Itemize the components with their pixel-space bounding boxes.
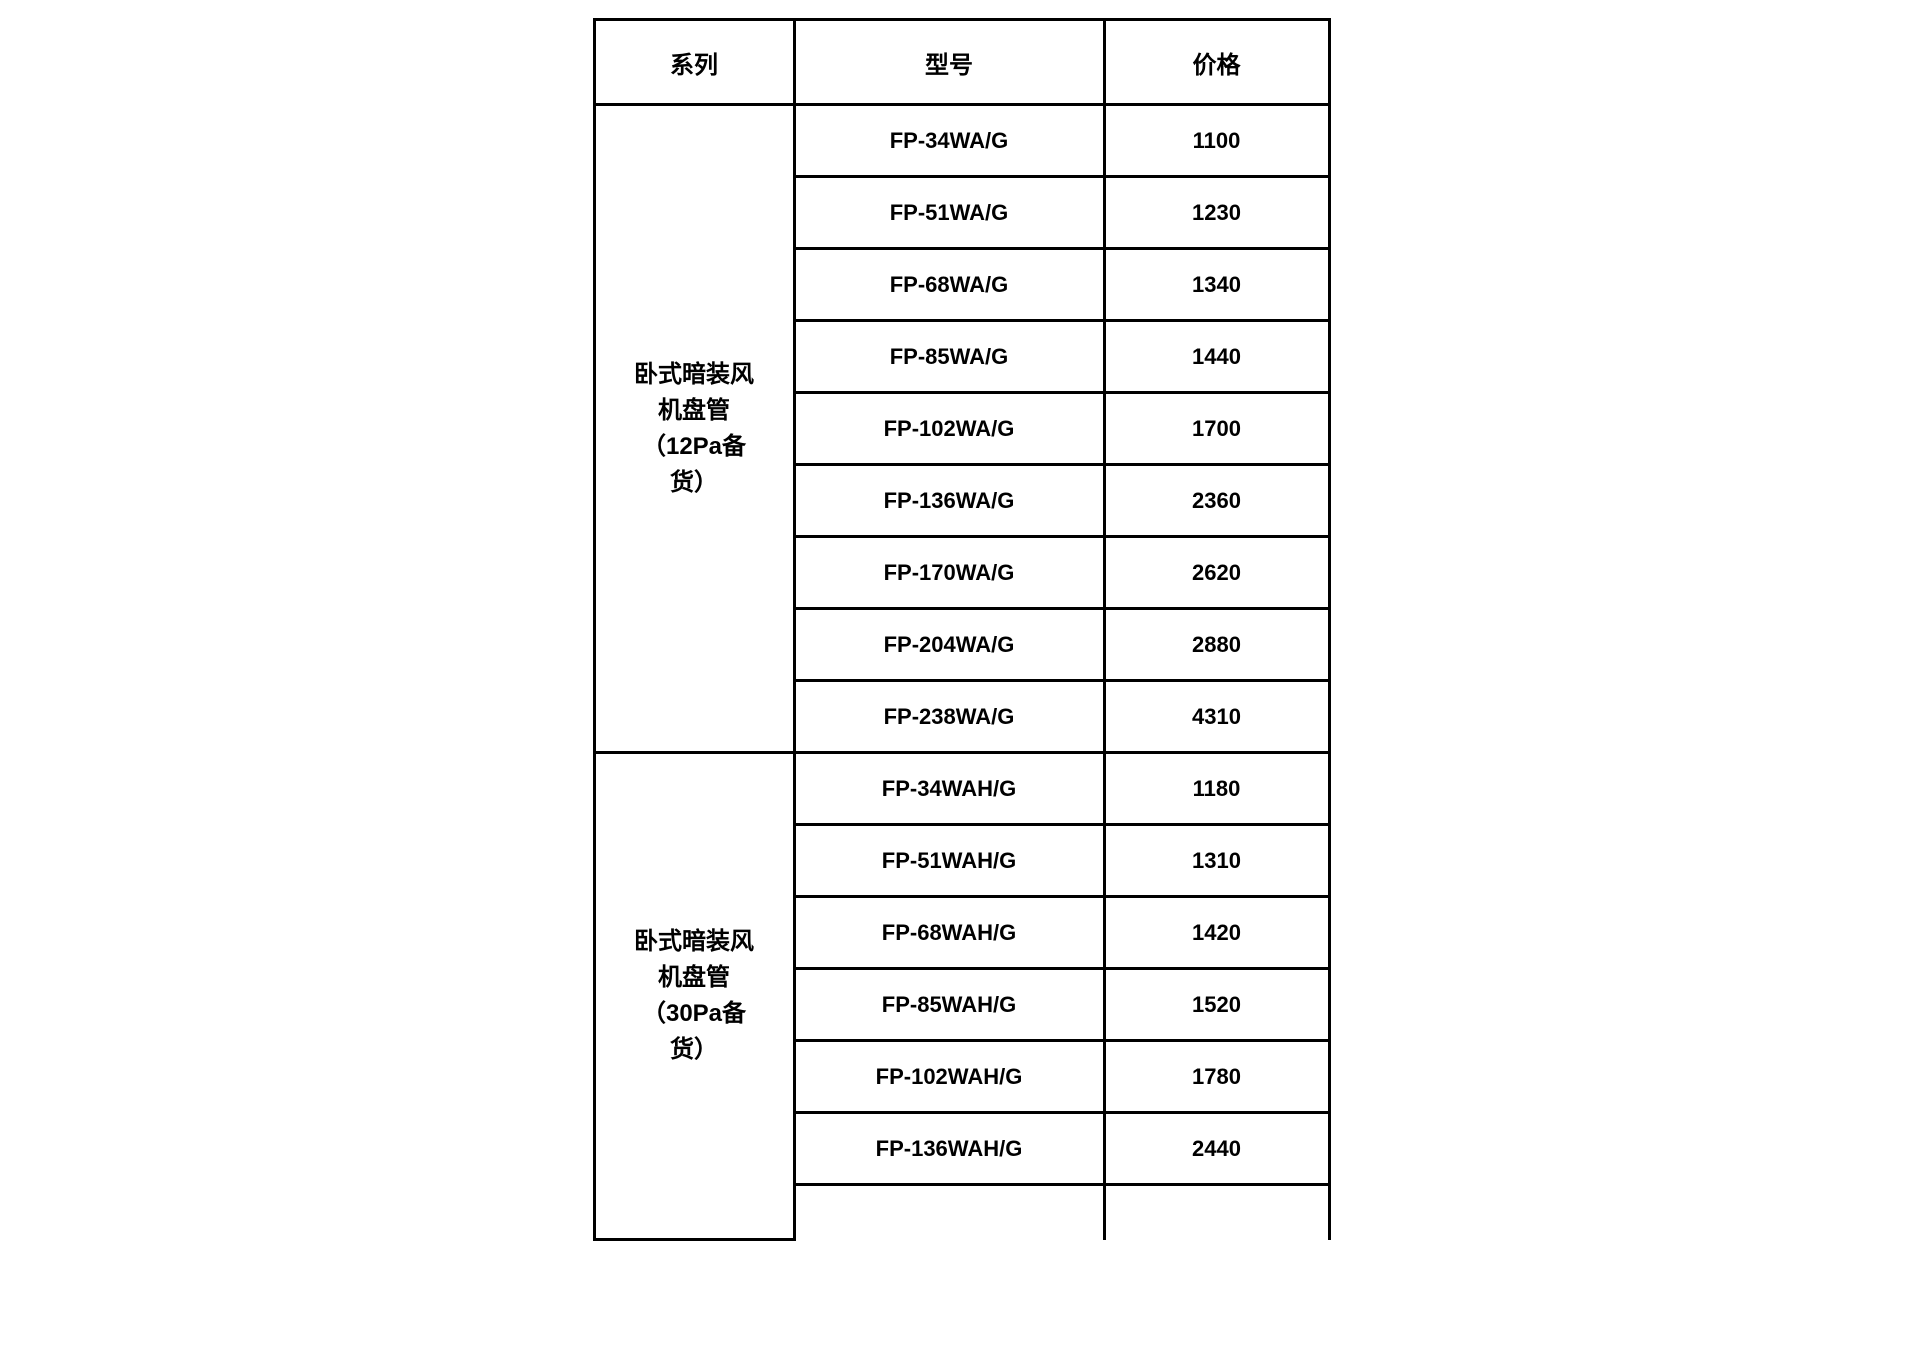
series-line: 货） — [670, 469, 718, 496]
table-row: 卧式暗装风机盘管（12Pa备货）FP-34WA/G1100 — [594, 105, 1329, 177]
model-cell: FP-238WA/G — [794, 681, 1104, 753]
series-line: 机盘管 — [658, 964, 730, 991]
series-line: （12Pa备 — [642, 433, 746, 460]
price-cell — [1104, 1185, 1329, 1240]
header-model: 型号 — [794, 20, 1104, 105]
header-series: 系列 — [594, 20, 794, 105]
model-cell: FP-136WA/G — [794, 465, 1104, 537]
price-cell: 1440 — [1104, 321, 1329, 393]
series-line: 货） — [670, 1036, 718, 1063]
price-cell: 1100 — [1104, 105, 1329, 177]
model-cell: FP-34WA/G — [794, 105, 1104, 177]
series-cell: 卧式暗装风机盘管 （12Pa备货） — [594, 105, 794, 753]
table-row: 卧式暗装风机盘管（30Pa备货）FP-34WAH/G1180 — [594, 753, 1329, 825]
price-cell: 1700 — [1104, 393, 1329, 465]
model-cell: FP-68WAH/G — [794, 897, 1104, 969]
model-cell: FP-34WAH/G — [794, 753, 1104, 825]
model-cell: FP-102WA/G — [794, 393, 1104, 465]
model-cell: FP-85WAH/G — [794, 969, 1104, 1041]
series-line: （30Pa备 — [642, 1000, 746, 1027]
price-cell: 1340 — [1104, 249, 1329, 321]
table-header-row: 系列 型号 价格 — [594, 20, 1329, 105]
price-cell: 2440 — [1104, 1113, 1329, 1185]
model-cell: FP-136WAH/G — [794, 1113, 1104, 1185]
model-cell: FP-51WA/G — [794, 177, 1104, 249]
model-cell: FP-170WA/G — [794, 537, 1104, 609]
model-cell: FP-85WA/G — [794, 321, 1104, 393]
price-cell: 4310 — [1104, 681, 1329, 753]
price-cell: 1310 — [1104, 825, 1329, 897]
price-cell: 2880 — [1104, 609, 1329, 681]
model-cell — [794, 1185, 1104, 1240]
price-cell: 1780 — [1104, 1041, 1329, 1113]
series-line: 机盘管 — [658, 397, 730, 424]
price-cell: 1230 — [1104, 177, 1329, 249]
model-cell: FP-68WA/G — [794, 249, 1104, 321]
model-cell: FP-102WAH/G — [794, 1041, 1104, 1113]
model-cell: FP-51WAH/G — [794, 825, 1104, 897]
series-line: 卧式暗装风 — [634, 928, 754, 955]
price-table-container: 系列 型号 价格 卧式暗装风机盘管（12Pa备货）FP-34WA/G1100FP… — [593, 18, 1328, 1241]
price-table: 系列 型号 价格 卧式暗装风机盘管（12Pa备货）FP-34WA/G1100FP… — [593, 18, 1331, 1241]
price-cell: 2620 — [1104, 537, 1329, 609]
header-price: 价格 — [1104, 20, 1329, 105]
price-cell: 1180 — [1104, 753, 1329, 825]
model-cell: FP-204WA/G — [794, 609, 1104, 681]
price-cell: 2360 — [1104, 465, 1329, 537]
price-cell: 1520 — [1104, 969, 1329, 1041]
series-line: 卧式暗装风 — [634, 361, 754, 388]
series-cell: 卧式暗装风机盘管 （30Pa备货） — [594, 753, 794, 1240]
price-cell: 1420 — [1104, 897, 1329, 969]
